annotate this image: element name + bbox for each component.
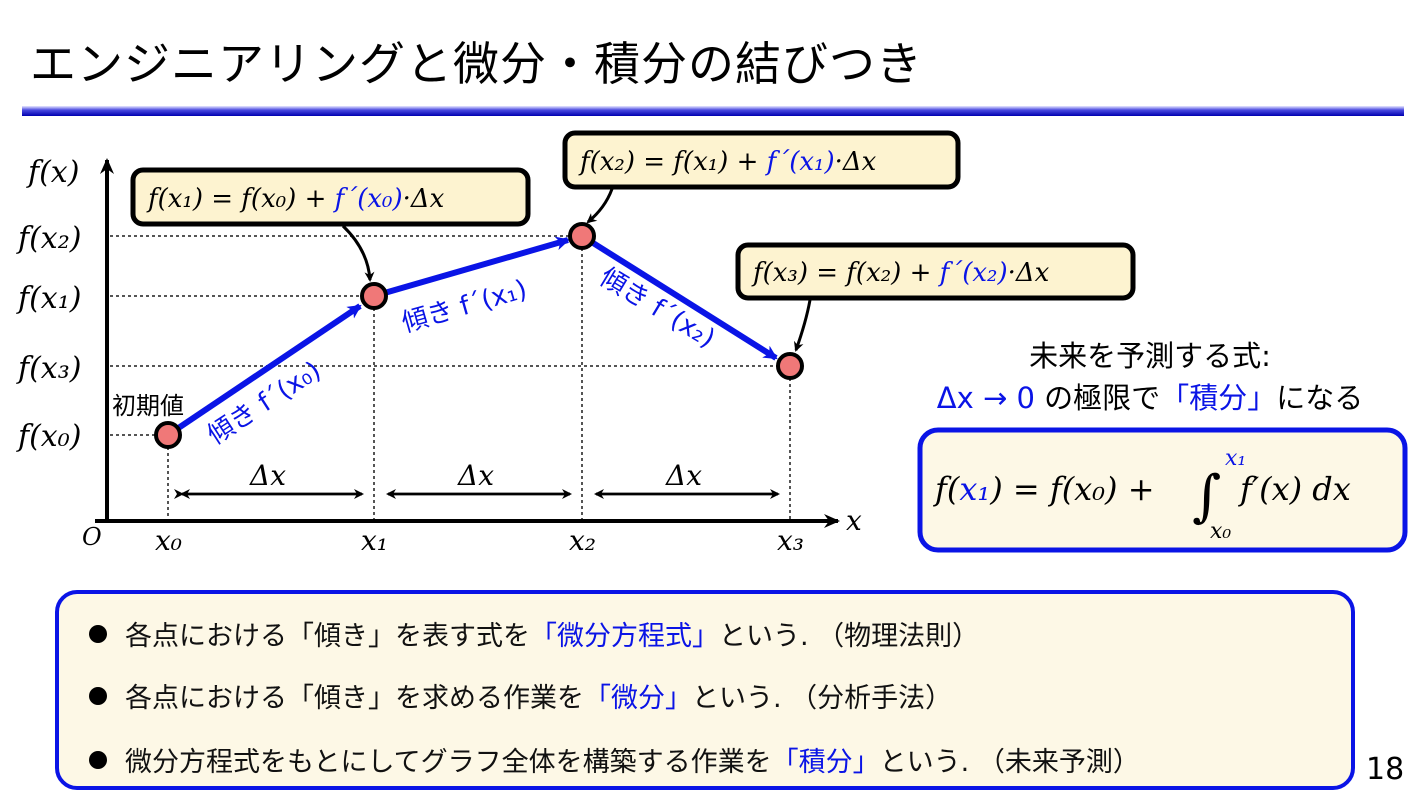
- summary-box: 各点における「傾き」を表す式を「微分方程式」という. （物理法則） 各点における…: [55, 590, 1355, 790]
- text-segment: f(x₃) = f(x₂) +: [751, 258, 940, 288]
- point-x2: [568, 222, 596, 250]
- text-segment: 各点における「傾き」を求める作業を: [125, 683, 584, 714]
- text-segment: という. （分析手法）: [692, 683, 953, 714]
- slope-segment: [373, 236, 570, 299]
- y-axis-label: f(x): [26, 155, 79, 190]
- delta-label: Δx: [249, 459, 286, 492]
- summary-text: 各点における「傾き」を求める作業を「微分」という. （分析手法）: [125, 683, 952, 714]
- slope-segments: [166, 233, 778, 438]
- point-x1: [360, 282, 388, 310]
- delta-label: Δx: [457, 459, 494, 492]
- callout-formula: f(x₁) = f(x₀) + f´(x₀)·Δx: [146, 184, 445, 214]
- prediction-subheading: Δx → 0 の極限で「積分」になる: [937, 381, 1363, 415]
- text-segment: Δx → 0: [937, 381, 1035, 415]
- text-segment: f´(x₀): [253, 356, 327, 418]
- text-segment: 「積分」: [1160, 381, 1276, 415]
- text-segment: 各点における「傾き」を表す式を: [125, 621, 530, 652]
- formula-rhs: ) = f(x₀) +: [989, 470, 1154, 508]
- delta-label: Δx: [665, 459, 702, 492]
- x-tick-label: x₀: [155, 524, 182, 557]
- text-segment: ·Δx: [403, 184, 445, 214]
- page-number: 18: [1366, 752, 1405, 787]
- text-segment: 微分方程式をもとにしてグラフ全体を構築する作業を: [125, 747, 772, 778]
- text-segment: f´(x₁): [765, 147, 835, 177]
- text-segment: になる: [1276, 381, 1363, 415]
- text-segment: f´(x₁): [457, 274, 531, 322]
- text-segment: ·Δx: [1008, 258, 1050, 288]
- text-segment: 「微分」: [584, 683, 692, 714]
- bullet-icon: [89, 751, 107, 769]
- y-tick-label: f(x₁): [16, 281, 81, 316]
- text-segment: の極限で: [1035, 381, 1160, 415]
- text-segment: という. （物理法則）: [719, 621, 980, 652]
- integral-lower-limit: x₀: [1210, 519, 1231, 544]
- slope-segment: [166, 303, 362, 438]
- text-segment: 「微分方程式」: [530, 621, 719, 652]
- title-underline: [22, 106, 1404, 116]
- summary-text: 微分方程式をもとにしてグラフ全体を構築する作業を「積分」という. （未来予測）: [125, 747, 1140, 778]
- integral-formula-box: f(x₁) = f(x₀) + ∫ x₁ x₀ f′(x) dx: [917, 427, 1408, 553]
- x-tick-label: x₃: [777, 524, 804, 557]
- bullet-icon: [89, 625, 107, 643]
- summary-item: 微分方程式をもとにしてグラフ全体を構築する作業を「積分」という. （未来予測）: [89, 740, 1140, 779]
- slope-segment: [580, 233, 778, 361]
- text-segment: ·Δx: [835, 147, 877, 177]
- callout-formula: f(x₂) = f(x₁) + f´(x₁)·Δx: [578, 147, 877, 177]
- summary-item: 各点における「傾き」を表す式を「微分方程式」という. （物理法則）: [89, 614, 979, 653]
- callout-3: f(x₃) = f(x₂) + f´(x₂)·Δx: [735, 242, 1136, 352]
- formula-lhs-var: x₁: [959, 470, 990, 508]
- x-tick-label: x₁: [361, 524, 388, 557]
- x-axis-label: x: [846, 504, 862, 537]
- y-tick-label: f(x₂): [16, 221, 81, 256]
- text-segment: f(x₂) = f(x₁) +: [578, 147, 767, 177]
- summary-item: 各点における「傾き」を求める作業を「微分」という. （分析手法）: [89, 676, 952, 715]
- summary-text: 各点における「傾き」を表す式を「微分方程式」という. （物理法則）: [125, 621, 979, 652]
- formula-lhs: f(: [933, 470, 961, 508]
- text-segment: f(x₁) = f(x₀) +: [146, 184, 335, 214]
- y-tick-label: f(x₃): [16, 351, 81, 386]
- text-segment: f´(x₂): [938, 258, 1008, 288]
- point-x3: [776, 352, 804, 380]
- integral-sign: ∫: [1192, 464, 1221, 529]
- svg-text:f(x₁) = f(x₀) +: f(x₁) = f(x₀) +: [933, 470, 1155, 508]
- y-tick-label: f(x₀): [16, 419, 81, 454]
- callout-2: f(x₂) = f(x₁) + f´(x₁)·Δx: [562, 130, 961, 224]
- initial-value-label: 初期値: [112, 392, 184, 420]
- callout-formula: f(x₃) = f(x₂) + f´(x₂)·Δx: [751, 258, 1050, 288]
- integrand: f′(x) dx: [1238, 470, 1351, 508]
- text-segment: f´(x₀): [333, 184, 403, 214]
- point-x0: [154, 421, 182, 449]
- origin-label: O: [82, 523, 102, 551]
- bullet-icon: [89, 687, 107, 705]
- integral-upper-limit: x₁: [1225, 446, 1246, 471]
- x-tick-label: x₂: [569, 524, 596, 557]
- page-title: エンジニアリングと微分・積分の結びつき: [30, 37, 923, 91]
- callout-1: f(x₁) = f(x₀) + f´(x₀)·Δx: [130, 167, 531, 282]
- text-segment: という. （未来予測）: [879, 747, 1140, 778]
- data-points: [154, 222, 804, 449]
- prediction-heading: 未来を予測する式:: [1029, 339, 1271, 373]
- text-segment: 「積分」: [771, 747, 880, 778]
- text-segment: 傾き: [399, 293, 465, 338]
